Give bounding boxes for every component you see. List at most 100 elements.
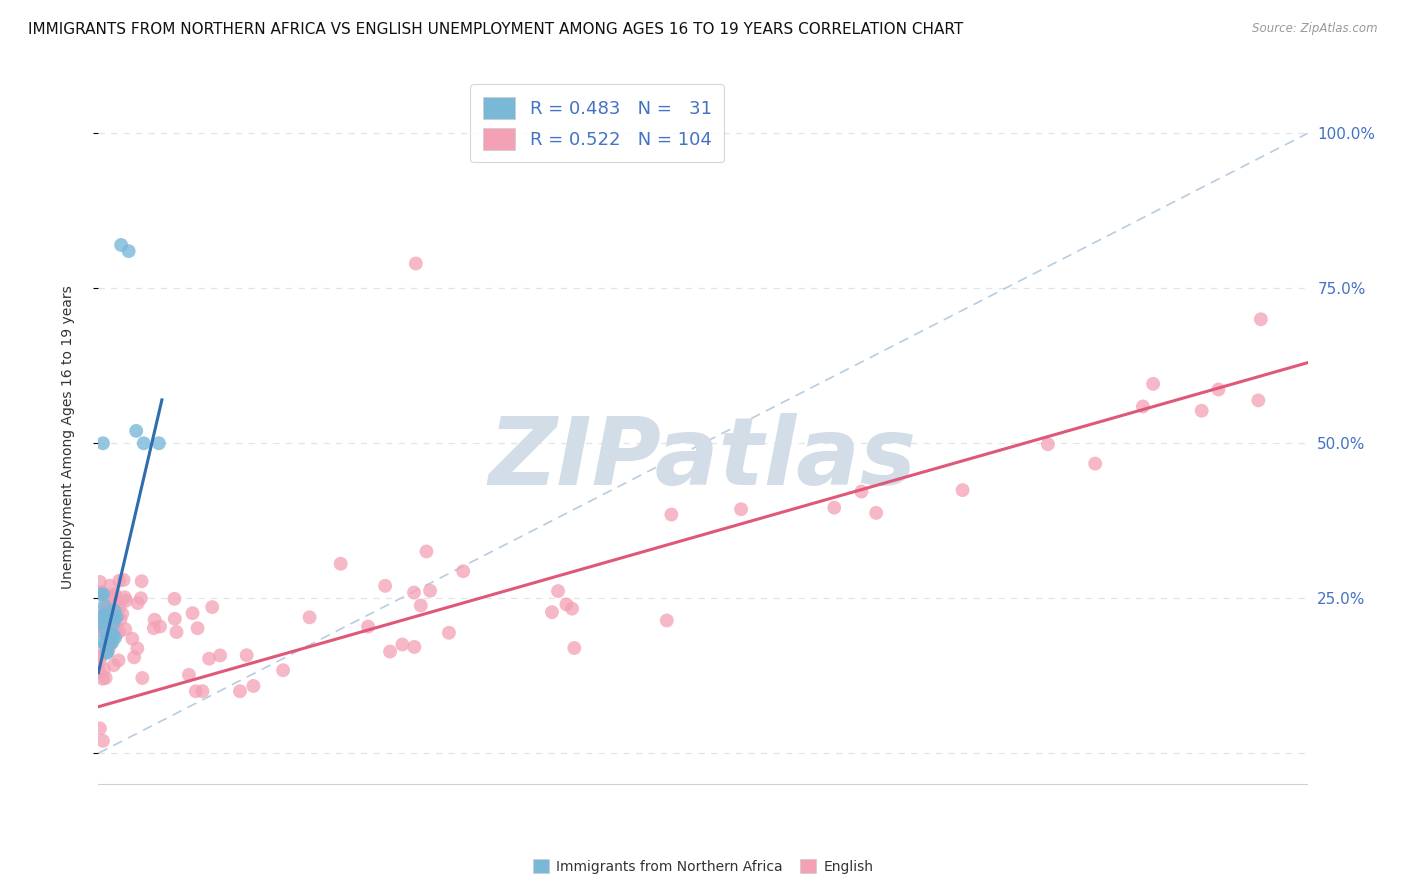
Point [98,624,121,639]
Point [96,646,118,660]
Point [100,615,122,630]
Point [93,622,115,636]
Text: ZIPatlas: ZIPatlas [489,413,917,505]
Point [108,625,131,640]
Point [101,629,124,643]
Point [93,662,115,676]
Point [89,586,111,600]
Point [94,611,117,625]
Point [851,484,873,499]
Point [93,608,115,623]
Point [91,672,114,686]
Point [90,587,112,601]
Point [661,508,683,522]
Point [89,722,111,736]
Point [91,436,114,450]
Point [562,640,585,655]
Point [437,625,460,640]
Point [561,601,583,615]
Point [115,593,138,607]
Point [1208,383,1230,397]
Point [541,605,564,619]
Point [1132,400,1154,414]
Point [103,658,125,673]
Point [97,638,120,652]
Point [127,596,149,610]
Point [90,615,112,630]
Point [103,629,125,643]
Point [730,502,752,516]
Point [547,584,569,599]
Point [271,663,294,677]
Point [93,610,115,624]
Point [142,621,165,635]
Point [391,638,413,652]
Point [374,579,396,593]
Point [131,671,153,685]
Point [402,585,425,599]
Point [952,483,974,497]
Point [378,644,401,658]
Point [655,614,678,628]
Point [132,436,155,450]
Point [357,619,380,633]
Point [181,606,204,620]
Point [242,679,264,693]
Point [149,619,172,633]
Point [108,600,131,615]
Point [148,436,170,450]
Point [451,564,474,578]
Point [100,636,122,650]
Point [90,584,112,599]
Point [103,614,125,628]
Point [101,635,124,649]
Point [98,610,121,624]
Point [94,637,117,651]
Point [209,648,232,663]
Point [89,623,111,637]
Point [121,632,143,646]
Point [235,648,257,663]
Point [198,651,221,665]
Point [103,615,125,630]
Point [91,634,114,648]
Point [127,641,149,656]
Point [101,626,124,640]
Point [91,734,114,748]
Point [114,622,136,636]
Point [105,619,128,633]
Point [89,649,111,664]
Point [118,244,141,259]
Point [419,583,441,598]
Point [112,573,135,587]
Point [129,591,152,606]
Point [103,611,125,625]
Point [163,591,186,606]
Point [1191,403,1213,417]
Point [409,599,432,613]
Point [1084,457,1107,471]
Point [89,665,111,679]
Point [122,650,145,665]
Point [97,601,120,615]
Point [329,557,352,571]
Point [229,684,252,698]
Point [98,579,121,593]
Point [105,610,128,624]
Point [1247,393,1270,408]
Point [101,591,124,605]
Y-axis label: Unemployment Among Ages 16 to 19 years: Unemployment Among Ages 16 to 19 years [60,285,75,589]
Point [89,654,111,668]
Point [94,671,117,685]
Point [107,653,129,667]
Point [98,632,121,646]
Point [865,506,887,520]
Point [93,599,115,613]
Point [94,600,117,615]
Point [110,238,132,252]
Text: IMMIGRANTS FROM NORTHERN AFRICA VS ENGLISH UNEMPLOYMENT AMONG AGES 16 TO 19 YEAR: IMMIGRANTS FROM NORTHERN AFRICA VS ENGLI… [28,22,963,37]
Point [191,684,214,698]
Point [125,424,148,438]
Point [94,611,117,625]
Point [104,631,127,645]
